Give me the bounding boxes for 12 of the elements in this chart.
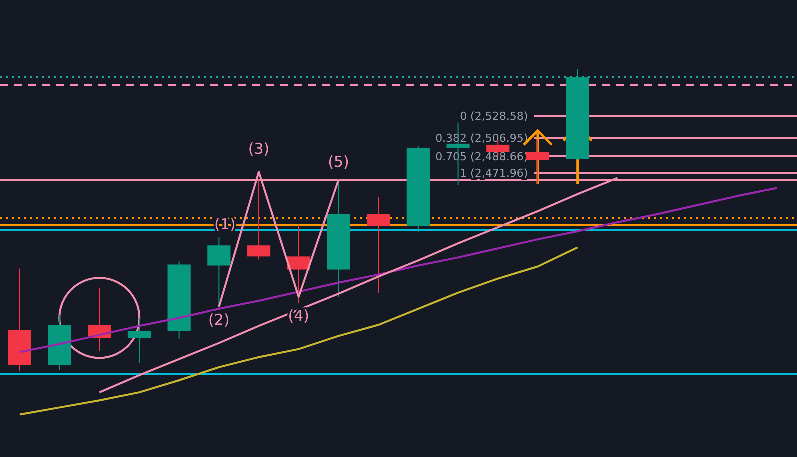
annotation: (2) xyxy=(208,311,230,330)
candlestick xyxy=(526,139,550,185)
candlestick xyxy=(247,180,271,260)
ref-line-label: 0 (2,528.58) xyxy=(460,110,528,124)
ref-line-label: 1 (2,471.96) xyxy=(460,167,528,180)
annotation: (3) xyxy=(248,140,270,158)
candlestick xyxy=(367,196,390,294)
candlestick xyxy=(208,237,231,308)
annotation: (4) xyxy=(288,306,310,325)
candlestick xyxy=(287,224,310,304)
candlestick xyxy=(128,318,152,364)
annotation: (5) xyxy=(328,153,350,172)
